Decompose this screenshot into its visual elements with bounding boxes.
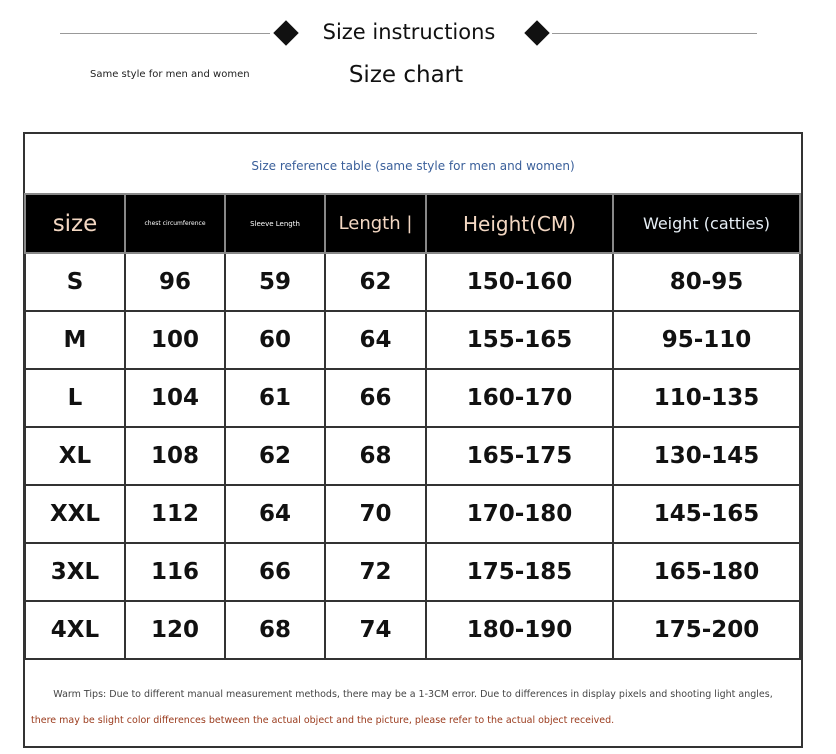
size-table-frame	[23, 132, 803, 748]
table-cell: XXL	[24, 484, 126, 544]
table-cell: 95-110	[612, 310, 801, 370]
table-cell: 60	[224, 310, 326, 370]
table-cell: 66	[324, 368, 427, 428]
page-subtitle: Size chart	[348, 62, 464, 88]
table-cell: M	[24, 310, 126, 370]
table-row: M 100 60 64 155-165 95-110	[24, 310, 801, 370]
table-cell: 100	[124, 310, 226, 370]
table-cell: 165-180	[612, 542, 801, 602]
divider-right	[552, 33, 757, 34]
table-cell: 68	[224, 600, 326, 660]
table-cell: 110-135	[612, 368, 801, 428]
table-cell: 120	[124, 600, 226, 660]
table-cell: 180-190	[425, 600, 614, 660]
table-caption: Size reference table (same style for men…	[251, 159, 575, 173]
table-cell: 74	[324, 600, 427, 660]
table-cell: 130-145	[612, 426, 801, 486]
tips-line-2: there may be slight color differences be…	[31, 715, 615, 726]
table-row: 4XL 120 68 74 180-190 175-200	[24, 600, 801, 660]
table-cell: 66	[224, 542, 326, 602]
table-cell: 61	[224, 368, 326, 428]
table-row: S 96 59 62 150-160 80-95	[24, 252, 801, 312]
table-row: XL 108 62 68 165-175 130-145	[24, 426, 801, 486]
size-table: size chest circumference Sleeve Length L…	[24, 193, 801, 660]
table-cell: 175-200	[612, 600, 801, 660]
table-cell: 170-180	[425, 484, 614, 544]
table-cell: 70	[324, 484, 427, 544]
table-cell: 59	[224, 252, 326, 312]
table-cell: 145-165	[612, 484, 801, 544]
table-cell: 155-165	[425, 310, 614, 370]
style-note: Same style for men and women	[90, 69, 250, 80]
table-cell: S	[24, 252, 126, 312]
table-cell: 3XL	[24, 542, 126, 602]
table-cell: 80-95	[612, 252, 801, 312]
table-cell: 62	[324, 252, 427, 312]
table-cell: 112	[124, 484, 226, 544]
column-header: chest circumference	[124, 193, 226, 254]
warm-tips: Warm Tips: Due to different manual measu…	[25, 672, 801, 744]
divider-left	[60, 33, 270, 34]
table-cell: L	[24, 368, 126, 428]
page-title: Size instructions	[322, 20, 496, 44]
table-cell: 72	[324, 542, 427, 602]
column-header: size	[24, 193, 126, 254]
table-cell: 62	[224, 426, 326, 486]
table-cell: 64	[324, 310, 427, 370]
tips-line-1: Warm Tips: Due to different manual measu…	[53, 689, 773, 700]
table-cell: 68	[324, 426, 427, 486]
column-header: Length |	[324, 193, 427, 254]
table-cell: 64	[224, 484, 326, 544]
column-header: Weight (catties)	[612, 193, 801, 254]
table-cell: 165-175	[425, 426, 614, 486]
table-cell: 108	[124, 426, 226, 486]
table-cell: 104	[124, 368, 226, 428]
table-cell: 116	[124, 542, 226, 602]
column-header: Height(CM)	[425, 193, 614, 254]
table-row: L 104 61 66 160-170 110-135	[24, 368, 801, 428]
column-header: Sleeve Length	[224, 193, 326, 254]
table-row: 3XL 116 66 72 175-185 165-180	[24, 542, 801, 602]
table-cell: 4XL	[24, 600, 126, 660]
table-row: XXL 112 64 70 170-180 145-165	[24, 484, 801, 544]
table-cell: 96	[124, 252, 226, 312]
table-cell: 160-170	[425, 368, 614, 428]
table-cell: 150-160	[425, 252, 614, 312]
table-cell: 175-185	[425, 542, 614, 602]
table-cell: XL	[24, 426, 126, 486]
